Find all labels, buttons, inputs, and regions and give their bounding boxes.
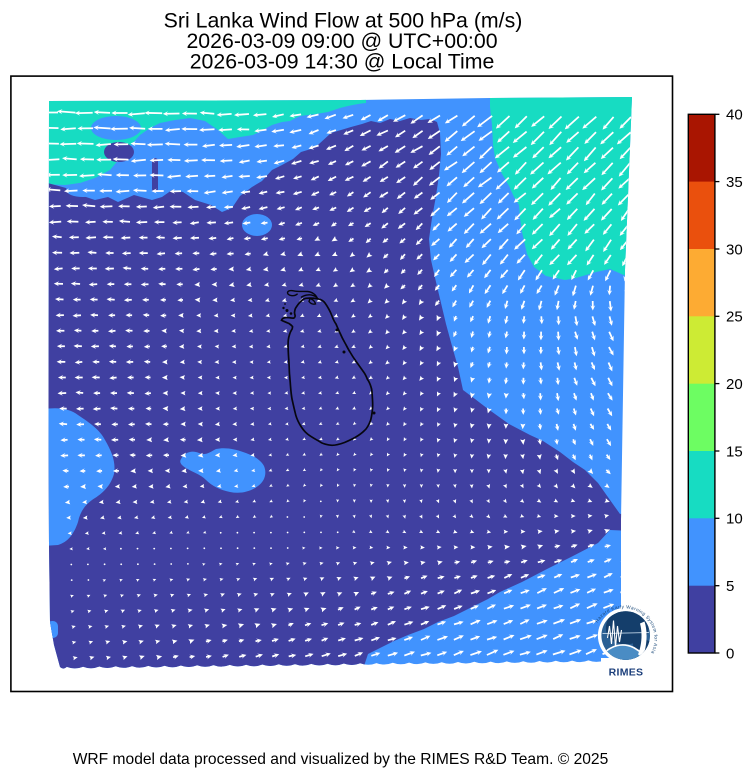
svg-text:5: 5 bbox=[726, 578, 734, 595]
svg-text:10: 10 bbox=[726, 511, 743, 528]
svg-text:0: 0 bbox=[726, 645, 734, 662]
svg-text:2026-03-09 09:00 @ UTC+00:00: 2026-03-09 09:00 @ UTC+00:00 bbox=[186, 29, 497, 53]
svg-text:2026-03-09 14:30 @ Local Time: 2026-03-09 14:30 @ Local Time bbox=[190, 50, 495, 74]
svg-text:40: 40 bbox=[726, 107, 743, 124]
svg-text:15: 15 bbox=[726, 443, 743, 460]
svg-text:Sri Lanka Wind Flow at 500 hPa: Sri Lanka Wind Flow at 500 hPa (m/s) bbox=[164, 9, 523, 33]
svg-text:WRF model data processed and v: WRF model data processed and visualized … bbox=[73, 751, 609, 768]
svg-text:35: 35 bbox=[726, 174, 743, 191]
svg-text:30: 30 bbox=[726, 241, 743, 258]
svg-text:20: 20 bbox=[726, 376, 743, 393]
svg-text:RIMES: RIMES bbox=[609, 667, 644, 679]
svg-text:25: 25 bbox=[726, 309, 743, 326]
